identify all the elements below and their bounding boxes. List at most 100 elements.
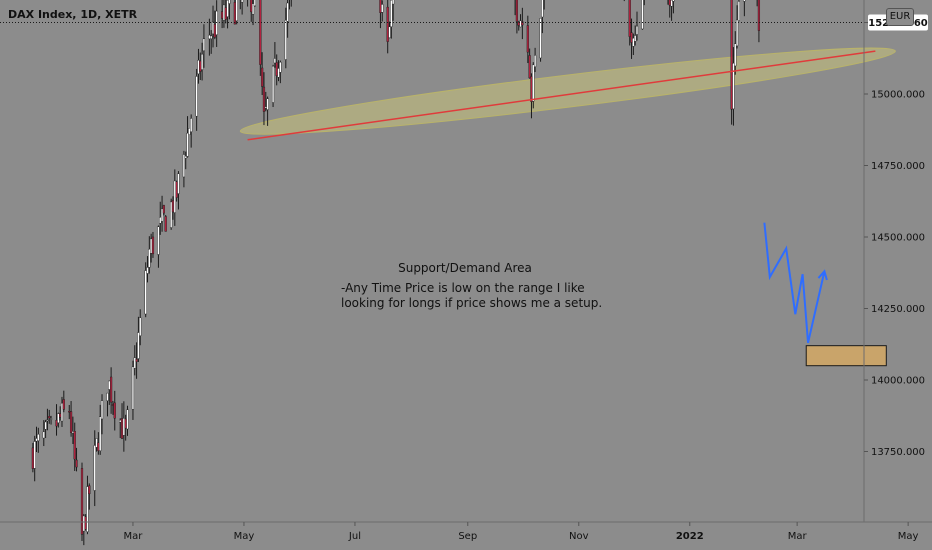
candle-body xyxy=(735,19,739,47)
candle xyxy=(210,30,213,54)
candle-body xyxy=(533,55,537,67)
candle-body xyxy=(99,416,102,452)
candle-body xyxy=(188,128,191,135)
candle xyxy=(261,52,264,95)
candle xyxy=(381,0,384,22)
candle xyxy=(286,0,289,38)
candle-body xyxy=(264,106,267,109)
candle xyxy=(164,215,167,232)
candle xyxy=(148,236,151,274)
candle-body xyxy=(159,217,162,224)
x-tick-label: May xyxy=(234,531,255,542)
candle xyxy=(88,483,91,510)
x-tick-label: Sep xyxy=(458,531,477,542)
candle-body xyxy=(672,0,675,2)
candle xyxy=(48,409,51,424)
candle xyxy=(113,390,116,431)
candle xyxy=(195,68,198,131)
candle-body xyxy=(60,402,64,422)
candle xyxy=(277,60,280,82)
candle-body xyxy=(49,418,53,420)
candle-body xyxy=(222,4,226,21)
candle xyxy=(42,420,45,447)
note-line-2: looking for longs if price shows me a se… xyxy=(341,296,602,310)
candle-body xyxy=(86,486,89,532)
candle-body xyxy=(743,0,746,2)
candle xyxy=(241,0,244,15)
x-tick-label: Jul xyxy=(348,531,361,542)
candle-body xyxy=(388,26,391,38)
candle xyxy=(131,360,135,420)
candle-body xyxy=(182,154,186,178)
candle-body xyxy=(57,413,60,424)
candle-body xyxy=(386,6,389,42)
candle-body xyxy=(48,416,51,419)
candle-body xyxy=(73,431,76,460)
candle-body xyxy=(150,238,153,254)
candle-body xyxy=(119,419,122,423)
candle-body xyxy=(670,0,673,7)
candle-body xyxy=(148,248,151,268)
candle xyxy=(99,404,102,455)
candle-body xyxy=(734,43,737,67)
candle xyxy=(182,150,186,188)
candle-body xyxy=(221,11,224,19)
support-trend-line xyxy=(247,50,876,141)
candle-body xyxy=(284,20,287,60)
x-tick-label: Mar xyxy=(788,531,808,542)
candle-body xyxy=(144,270,147,315)
candle-body xyxy=(42,431,45,439)
candle xyxy=(390,0,393,39)
candle-body xyxy=(271,65,275,103)
candle-body xyxy=(641,0,644,30)
candle xyxy=(137,316,140,362)
candle-body xyxy=(44,421,47,430)
candle xyxy=(521,7,524,40)
target-zone-box xyxy=(805,345,887,367)
candle xyxy=(543,0,545,10)
candle xyxy=(266,96,269,126)
candle xyxy=(33,435,36,482)
candle xyxy=(86,475,89,535)
candle-body xyxy=(175,181,178,198)
candle-body xyxy=(80,468,84,535)
candle xyxy=(49,415,53,425)
candle-body xyxy=(515,0,519,22)
candle-body xyxy=(262,86,266,112)
candle-body xyxy=(526,25,529,53)
candle xyxy=(515,0,519,34)
y-tick-label: 14000.000 xyxy=(871,376,925,387)
candle-body xyxy=(157,226,160,255)
candle-body xyxy=(539,18,542,59)
time-axis[interactable]: Mar May Jul Sep Nov 2022 Mar May xyxy=(124,522,919,542)
candle xyxy=(139,309,142,346)
candle-body xyxy=(110,376,113,403)
candle xyxy=(732,47,735,126)
candle-body xyxy=(160,208,164,222)
candle-body xyxy=(162,205,165,214)
candle xyxy=(235,0,238,25)
candle-body xyxy=(211,21,215,35)
candle-body xyxy=(259,0,262,65)
candle-body xyxy=(233,2,236,25)
candle xyxy=(737,0,741,22)
candle-body xyxy=(88,485,91,495)
candle xyxy=(730,0,733,125)
candle-body xyxy=(630,32,633,43)
candle xyxy=(162,204,165,216)
candle-body xyxy=(170,201,173,228)
candle-body xyxy=(195,76,198,117)
currency-badge[interactable]: EUR xyxy=(886,8,914,26)
candle-body xyxy=(208,34,211,40)
candle xyxy=(190,114,193,148)
candle xyxy=(533,47,537,73)
candle xyxy=(528,48,531,79)
candle xyxy=(757,0,761,43)
y-tick-label: 14250.000 xyxy=(871,304,925,315)
projected-path-arrow xyxy=(763,222,826,344)
candle-body xyxy=(737,1,741,21)
candle-body xyxy=(75,459,78,468)
candle xyxy=(160,195,164,232)
x-tick-label: Nov xyxy=(569,531,589,542)
